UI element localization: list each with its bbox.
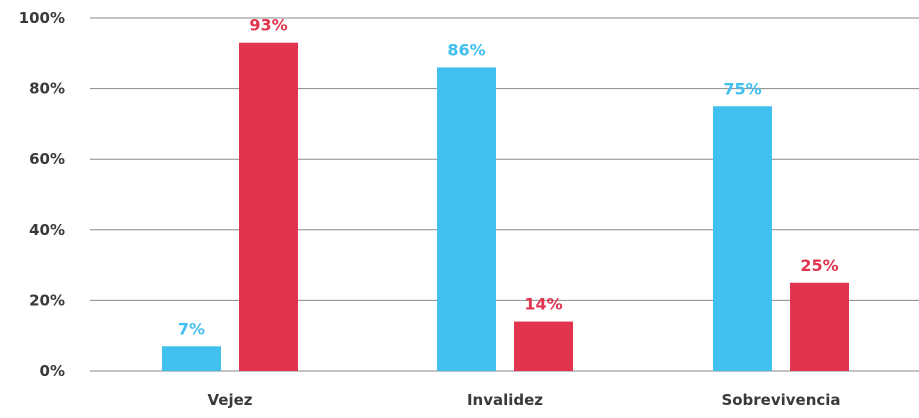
bar-sobrevivencia-series-2 — [790, 282, 849, 371]
data-label: 25% — [800, 256, 838, 275]
data-labels: 7% 93% 86% 14% 75% 25% — [178, 16, 839, 339]
category-label: Sobrevivencia — [721, 391, 840, 409]
y-tick-label: 20% — [29, 291, 65, 309]
data-label: 86% — [447, 40, 485, 59]
category-label: Vejez — [207, 391, 252, 409]
y-axis-tick-labels: 0% 20% 40% 60% 80% 100% — [19, 9, 65, 380]
y-tick-label: 0% — [40, 362, 65, 380]
y-tick-label: 60% — [29, 150, 65, 168]
data-label: 7% — [178, 319, 205, 338]
y-tick-label: 40% — [29, 221, 65, 239]
bar-vejez-series-2 — [239, 42, 298, 372]
bars — [162, 42, 849, 372]
gridlines — [90, 17, 919, 372]
y-tick-label: 100% — [19, 9, 65, 27]
bar-sobrevivencia-series-1 — [713, 106, 772, 371]
data-label: 75% — [723, 79, 761, 98]
bar-vejez-series-1 — [162, 346, 221, 371]
category-label: Invalidez — [467, 391, 543, 409]
bar-invalidez-series-1 — [437, 67, 496, 372]
bar-invalidez-series-2 — [514, 321, 573, 371]
category-labels: Vejez Invalidez Sobrevivencia — [207, 391, 840, 409]
data-label: 14% — [524, 295, 562, 314]
data-label: 93% — [249, 16, 287, 35]
y-tick-label: 80% — [29, 80, 65, 98]
